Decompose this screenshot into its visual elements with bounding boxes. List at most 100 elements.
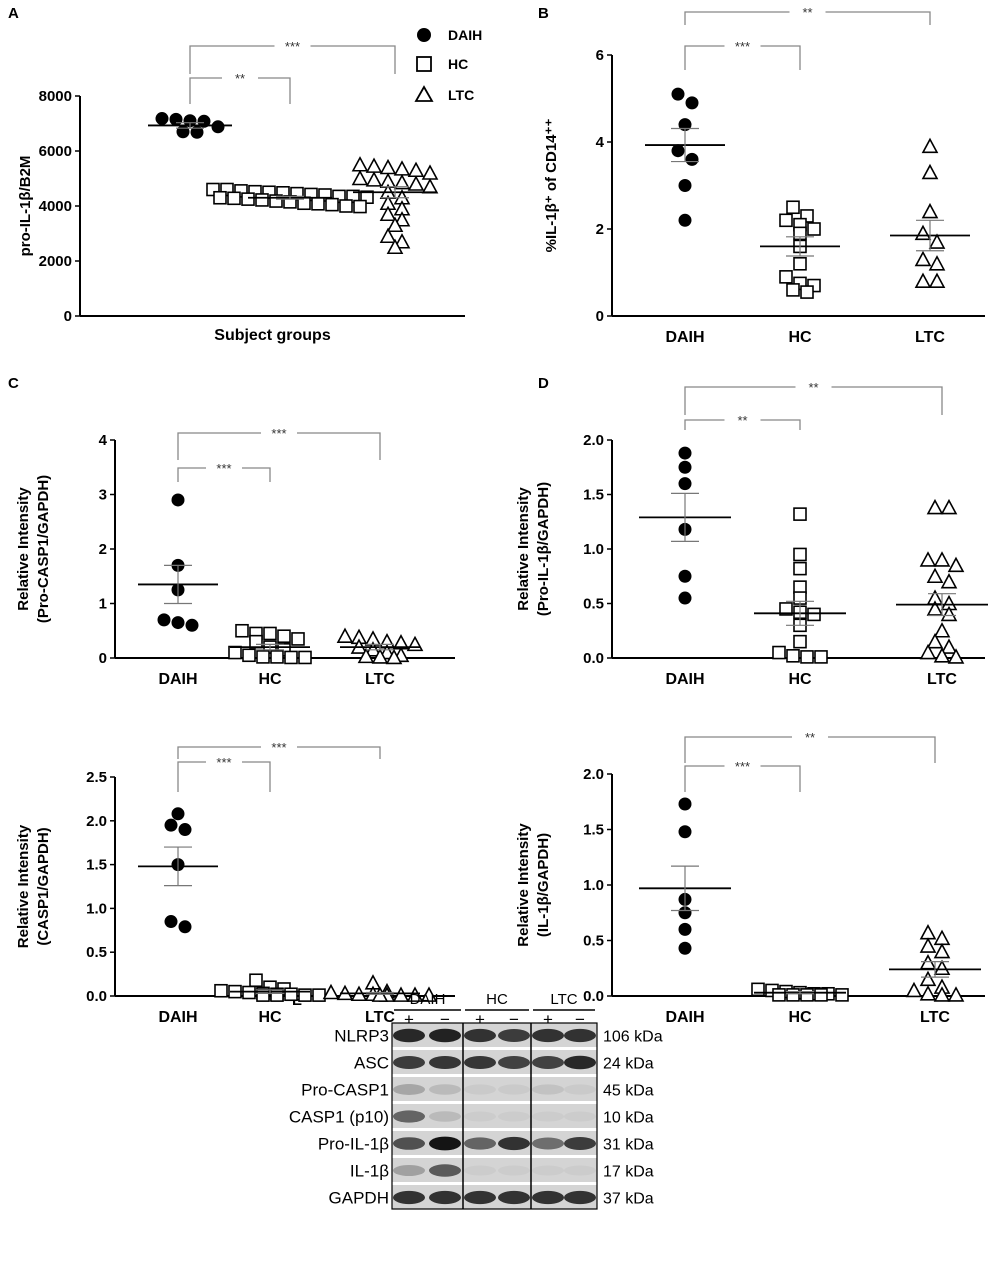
data-point-square [793, 256, 807, 271]
significance-bracket [177, 432, 381, 460]
data-point-circle [183, 114, 197, 128]
blot-lane-sign: − [575, 1010, 585, 1029]
data-point-square [814, 988, 828, 1002]
significance-label: *** [271, 740, 286, 755]
data-point-triangle [393, 173, 411, 190]
y-tick-label: 1.0 [583, 541, 604, 558]
chart-panel-a: 0 2000 4000 6000 8000 Subject groups pro-IL-1β… [17, 27, 482, 344]
blot-band [498, 1111, 530, 1122]
data-point-triangle [919, 937, 937, 953]
data-point-triangle [933, 986, 951, 1002]
blot-band [464, 1190, 496, 1205]
y-tick-label: 0.5 [583, 933, 604, 950]
data-point-square [277, 629, 291, 644]
blot-frame [391, 1022, 598, 1210]
data-point-triangle [940, 638, 958, 654]
blot-band [564, 1111, 596, 1122]
data-point-circle [678, 591, 692, 605]
chart-panel-c: 0 1 2 3 4 DAIH HC LTC Relative Intensity (Pro-CAS… [15, 426, 455, 688]
data-point-circle [678, 569, 692, 583]
blot-band [564, 1084, 596, 1095]
data-point-square [339, 199, 353, 213]
blot-band [498, 1029, 530, 1042]
y-axis-subtitle: (Pro-CASP1/GAPDH) [35, 475, 52, 623]
data-point-triangle [926, 498, 944, 515]
data-point-triangle [421, 178, 439, 194]
legend-label: HC [448, 56, 468, 72]
data-point-triangle [385, 648, 403, 665]
significance-label: ** [737, 413, 747, 428]
x-tick-label: LTC [365, 671, 395, 688]
y-tick-label: 0.0 [583, 988, 604, 1005]
significance-bracket [684, 11, 931, 25]
y-tick-label: 0.5 [583, 596, 604, 613]
chart-panel-d: 0.0 0.5 1.0 1.5 2.0 DAIH HC LTC Relative Intensi… [515, 380, 988, 688]
data-point-circle [178, 920, 192, 934]
data-point-triangle [420, 986, 438, 1002]
blot-band [564, 1190, 596, 1205]
data-point-square [353, 199, 367, 214]
data-point-square [779, 602, 793, 616]
blot-band [429, 1084, 461, 1095]
data-point-triangle [919, 551, 937, 567]
x-tick-label: HC [258, 671, 282, 688]
blot-band [464, 1111, 496, 1122]
data-point-triangle [928, 233, 946, 249]
data-point-circle [685, 96, 699, 110]
y-tick-label: 2000 [39, 253, 72, 270]
data-point-square [256, 650, 270, 664]
data-point-triangle [393, 233, 411, 249]
data-point-triangle [336, 627, 354, 643]
y-tick-label: 1.0 [86, 900, 107, 917]
y-tick-label: 6 [596, 47, 604, 64]
data-point-square [793, 547, 807, 562]
blot-band [464, 1028, 496, 1043]
blot-row: GAPDH 37 kDa [329, 1185, 654, 1209]
y-tick-label: 1.0 [583, 877, 604, 894]
data-point-triangle [947, 986, 965, 1002]
data-point-square [312, 988, 326, 1002]
y-tick-label: 0.0 [583, 650, 604, 667]
data-point-triangle [379, 158, 397, 175]
data-point-square [263, 626, 277, 641]
data-point-circle [178, 823, 192, 837]
y-axis-title: Relative Intensity [515, 487, 532, 611]
data-point-square [228, 645, 242, 660]
data-point-triangle [322, 983, 340, 1000]
significance-label: *** [735, 39, 750, 54]
significance-bracket [189, 45, 396, 74]
y-tick-label: 4000 [39, 198, 72, 215]
data-point-triangle [940, 573, 958, 589]
significance-bracket [177, 761, 271, 792]
blot-protein-label: ASC [354, 1054, 389, 1073]
data-point-circle [678, 179, 692, 192]
data-point-square [786, 200, 800, 215]
data-point-circle [678, 477, 692, 491]
series-ltc [896, 498, 988, 664]
data-point-triangle [933, 959, 951, 976]
y-tick-label: 1.5 [86, 857, 107, 874]
data-point-triangle [393, 211, 411, 227]
data-point-triangle [914, 224, 932, 241]
data-point-square [800, 650, 814, 664]
bracket-line [177, 746, 381, 759]
x-tick-label: LTC [365, 1009, 395, 1026]
data-point-square [814, 650, 828, 664]
significance-label: *** [735, 759, 750, 774]
significance-label: *** [216, 755, 231, 770]
bracket-line [189, 45, 396, 74]
significance-label: ** [805, 730, 815, 745]
y-tick-label: 4 [596, 134, 605, 151]
y-tick-label: 2 [596, 221, 604, 238]
data-point-circle [171, 616, 185, 630]
data-point-circle [685, 152, 699, 166]
blot-band [564, 1028, 596, 1043]
data-point-triangle [357, 647, 375, 664]
series-hc [754, 507, 846, 664]
data-point-triangle [406, 986, 424, 1002]
data-point-circle [171, 493, 185, 507]
x-tick-label: HC [788, 1009, 812, 1026]
y-tick-label: 4 [99, 432, 108, 449]
data-point-triangle [407, 175, 425, 191]
blot-band [429, 1164, 461, 1177]
